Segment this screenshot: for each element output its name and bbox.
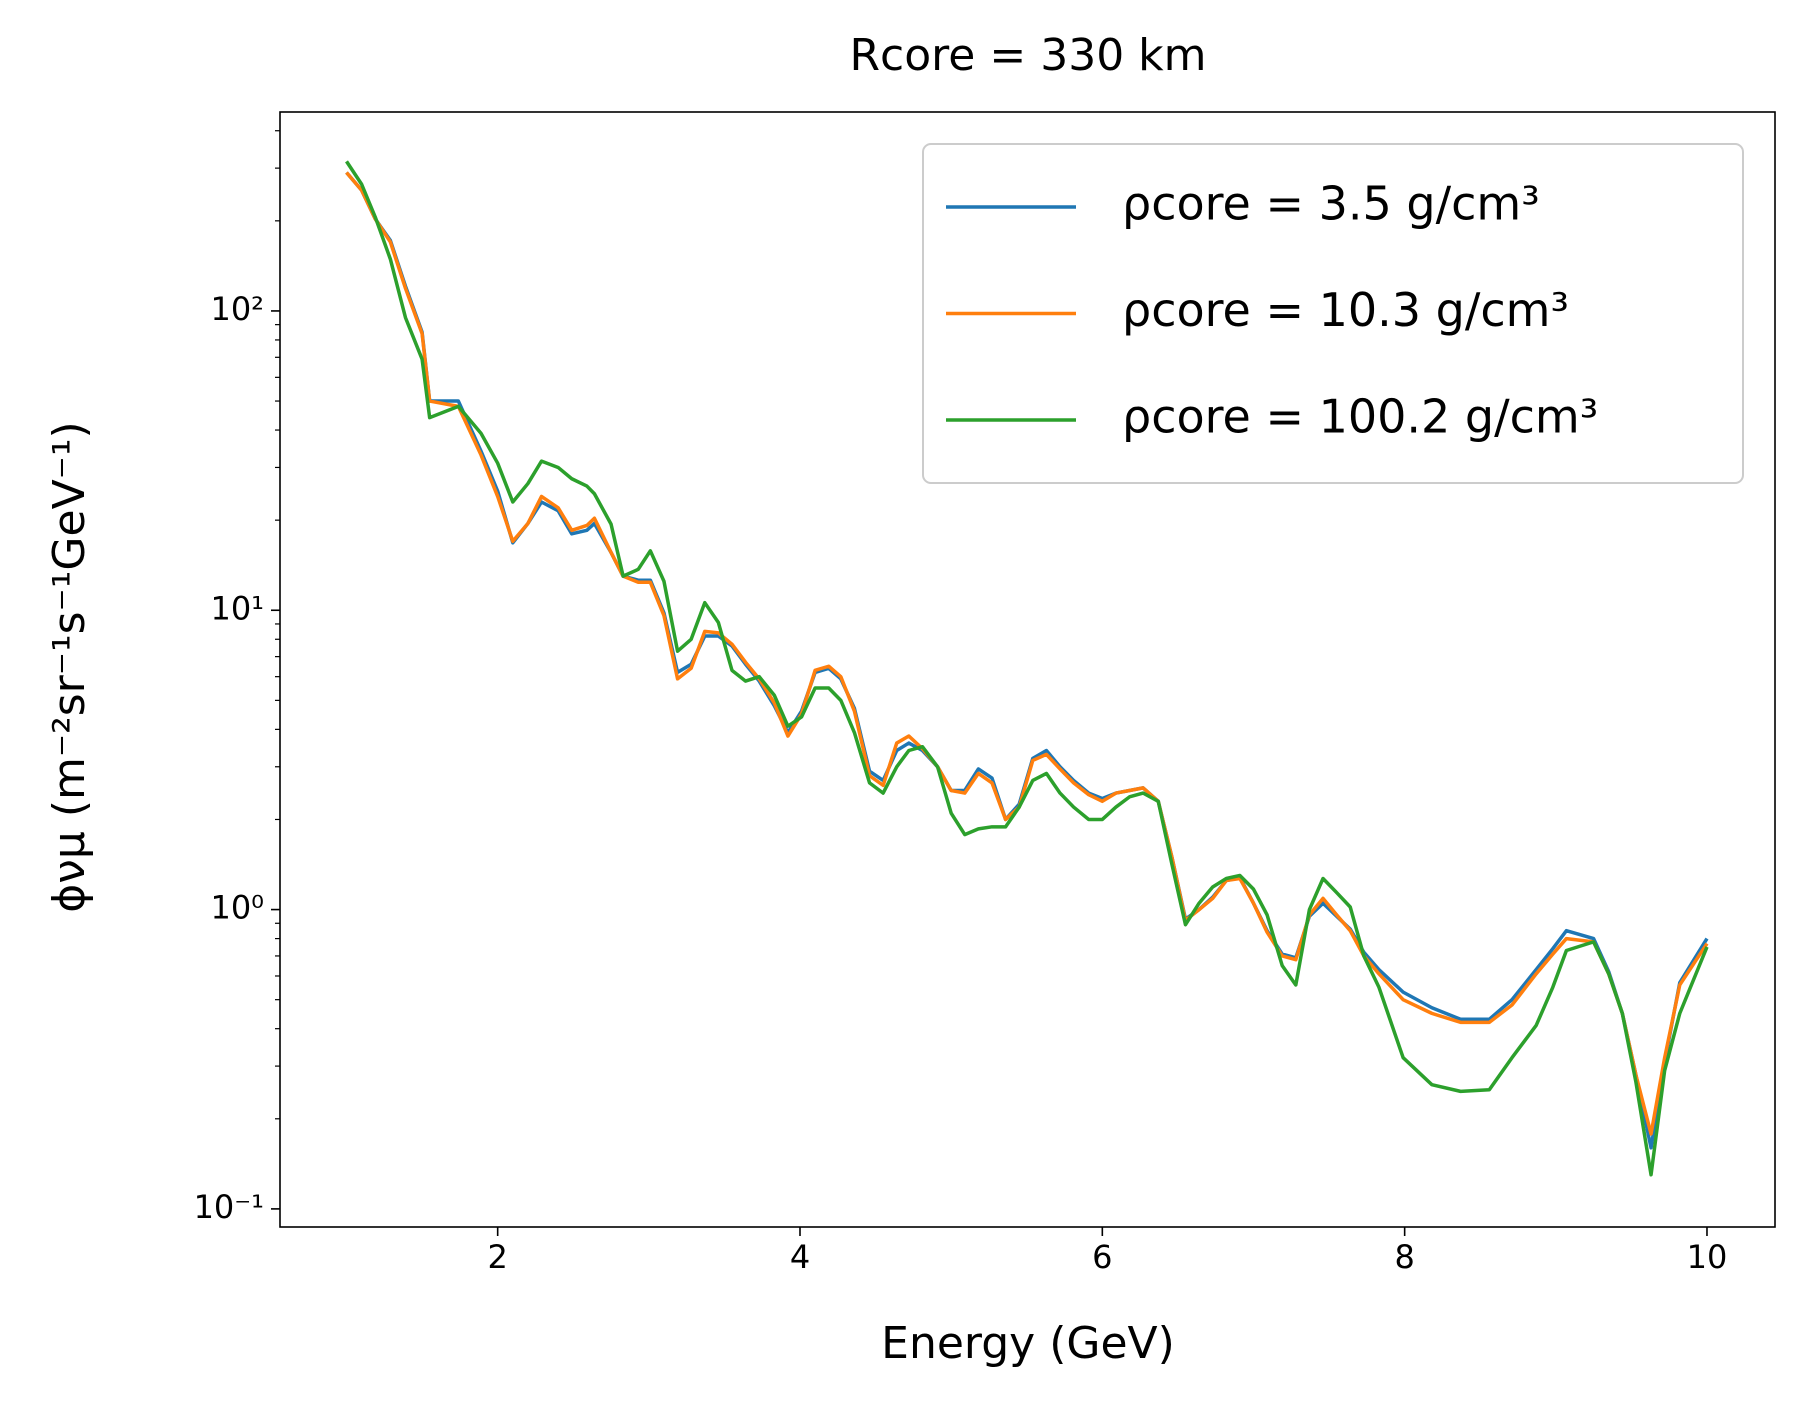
y-tick-label: 10⁻¹ xyxy=(194,1188,264,1226)
x-tick-label: 2 xyxy=(487,1238,507,1276)
chart-title: Rcore = 330 km xyxy=(849,30,1206,81)
data-line xyxy=(345,160,1709,1177)
x-tick-label: 4 xyxy=(790,1238,810,1276)
axes-frame xyxy=(279,111,1776,1228)
x-axis-label: Energy (GeV) xyxy=(881,1318,1175,1369)
x-tick-label: 8 xyxy=(1394,1238,1414,1276)
y-tick-label: 10² xyxy=(210,290,264,328)
x-tick-label: 10 xyxy=(1687,1238,1728,1276)
legend-label: ρcore = 3.5 g/cm³ xyxy=(1122,177,1540,231)
data-line xyxy=(345,171,1709,1150)
y-tick-label: 10⁰ xyxy=(210,889,264,927)
legend-label: ρcore = 100.2 g/cm³ xyxy=(1122,390,1598,444)
x-tick-label: 6 xyxy=(1092,1238,1112,1276)
data-line xyxy=(345,171,1709,1136)
y-axis-label: ϕνμ (m⁻²sr⁻¹s⁻¹GeV⁻¹) xyxy=(44,421,95,912)
y-tick-label: 10¹ xyxy=(210,589,264,627)
legend-box xyxy=(922,143,1744,484)
legend-label: ρcore = 10.3 g/cm³ xyxy=(1122,283,1569,337)
plot-lines xyxy=(345,160,1709,1177)
